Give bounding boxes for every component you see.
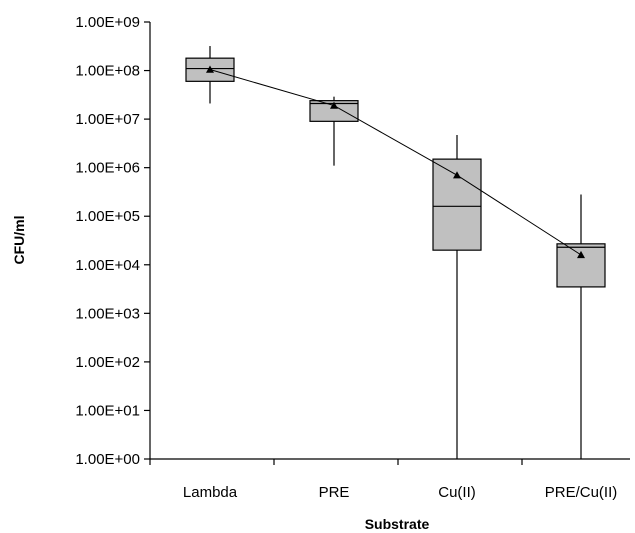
x-axis: Lambda PRE Cu(II) PRE/Cu(II) (149, 458, 630, 501)
y-tick-label: 1.00E+02 (75, 354, 140, 371)
y-tick-label: 1.00E+00 (75, 451, 140, 468)
y-tick-label: 1.00E+08 (75, 63, 140, 80)
mean-marker (577, 250, 585, 259)
mean-marker (453, 171, 461, 179)
y-tick-label: 1.00E+07 (75, 111, 140, 128)
box-series (185, 46, 606, 459)
y-tick-label: 1.00E+03 (75, 305, 140, 322)
box-3 (432, 135, 482, 459)
mean-connector (209, 69, 582, 256)
y-tick-label: 1.00E+06 (75, 160, 140, 177)
box-4 (556, 194, 606, 459)
x-axis-title: Substrate (365, 516, 430, 532)
mean-marker (330, 101, 338, 109)
y-tick-label: 1.00E+04 (75, 257, 140, 274)
y-tick-label: 1.00E+01 (75, 402, 140, 419)
y-tick-label: 1.00E+05 (75, 208, 140, 225)
x-category-label: PRE (319, 484, 350, 501)
mean-marker (206, 65, 214, 73)
mean-line-series (206, 65, 585, 259)
y-axis: 1.00E+00 1.00E+01 1.00E+02 1.00E+03 1.00E+04… (75, 14, 151, 468)
box-iqr (556, 243, 606, 288)
y-tick-label: 1.00E+09 (75, 14, 140, 31)
x-category-label: Lambda (183, 484, 238, 501)
x-category-label: Cu(II) (438, 484, 476, 501)
x-category-label: PRE/Cu(II) (545, 484, 618, 501)
y-axis-title: CFU/ml (11, 216, 27, 265)
box-iqr (309, 100, 359, 122)
